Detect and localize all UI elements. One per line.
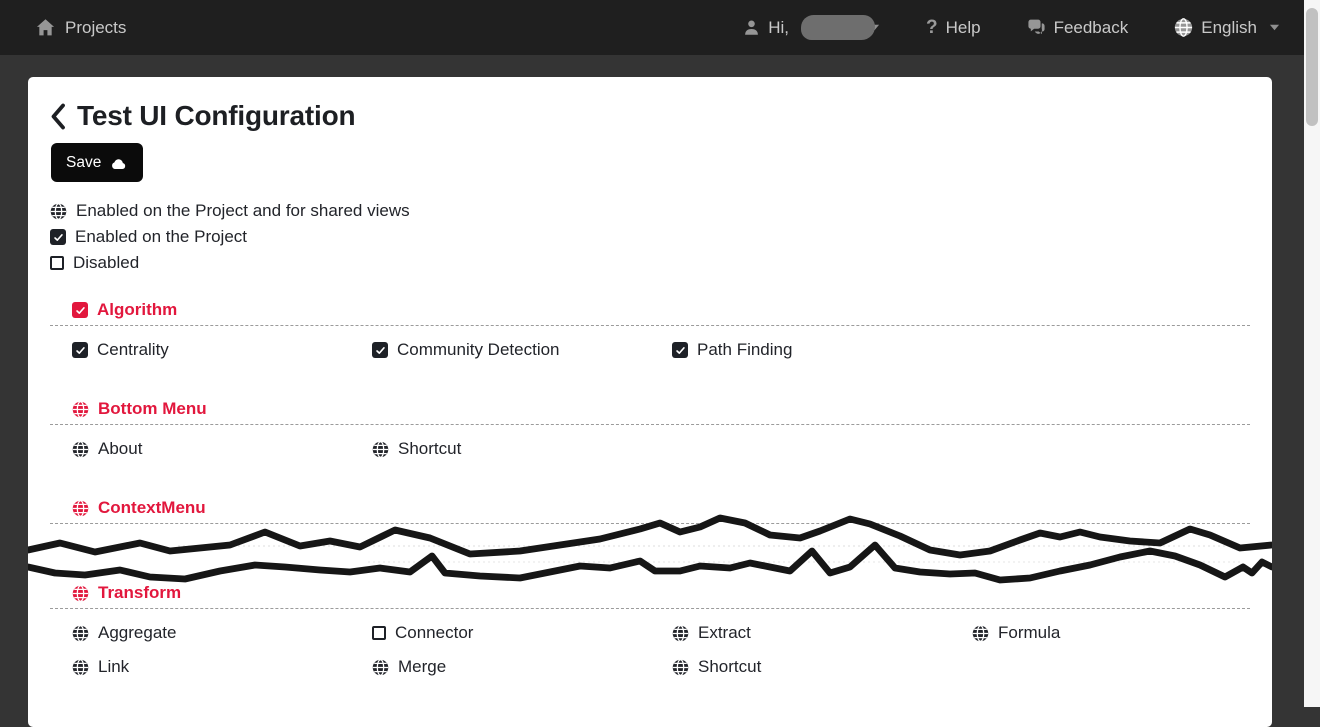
- nav-language-select[interactable]: English: [1174, 18, 1280, 38]
- checkbox-checked-icon: [372, 342, 388, 358]
- globe-icon: [72, 585, 89, 602]
- globe-icon: [1174, 18, 1193, 37]
- page-title: Test UI Configuration: [77, 100, 356, 131]
- cloud-icon: [110, 156, 128, 170]
- globe-icon: [72, 401, 89, 418]
- legend-label: Enabled on the Project: [75, 227, 248, 246]
- home-icon: [36, 18, 55, 37]
- checkbox-empty-icon: [50, 256, 64, 270]
- redacted-username: [800, 15, 875, 40]
- legend-item-shared: Enabled on the Project and for shared vi…: [50, 198, 1272, 224]
- item-link[interactable]: Link: [72, 650, 372, 684]
- item-label: Aggregate: [98, 623, 177, 642]
- section-header-context-menu[interactable]: ContextMenu: [72, 496, 1272, 520]
- globe-icon: [672, 625, 689, 642]
- nav-greeting-label: Hi,: [768, 17, 789, 37]
- page-header: Test UI Configuration: [50, 98, 1272, 134]
- item-label: Path Finding: [697, 340, 793, 359]
- nav-help[interactable]: ? Help: [926, 18, 981, 38]
- item-shortcut[interactable]: Shortcut: [372, 432, 672, 466]
- checkbox-checked-icon: [50, 229, 66, 245]
- item-label: Formula: [998, 623, 1061, 642]
- item-formula[interactable]: Formula: [972, 616, 1272, 650]
- globe-icon: [372, 441, 389, 458]
- vertical-scrollbar[interactable]: [1304, 0, 1320, 707]
- question-icon: ?: [925, 17, 938, 38]
- globe-icon: [50, 203, 67, 220]
- checkbox-checked-icon: [72, 342, 88, 358]
- item-centrality[interactable]: Centrality: [72, 333, 372, 367]
- section-bottom-menu: Bottom Menu About Shortcut: [28, 397, 1272, 466]
- user-icon: [743, 19, 760, 36]
- torn-screenshot-edge: [28, 514, 1272, 584]
- section-transform: Transform Aggregate Connector Extract: [28, 581, 1272, 684]
- item-label: Shortcut: [698, 657, 762, 676]
- nav-projects[interactable]: Projects: [36, 18, 126, 38]
- legend-label: Enabled on the Project and for shared vi…: [76, 201, 410, 220]
- checkbox-checked-icon: [72, 302, 88, 318]
- item-community-detection[interactable]: Community Detection: [372, 333, 672, 367]
- top-navbar: Projects Hi, ? Help Feedback English: [0, 0, 1320, 55]
- save-button-label: Save: [66, 153, 102, 171]
- comments-icon: [1027, 18, 1046, 37]
- item-path-finding[interactable]: Path Finding: [672, 333, 972, 367]
- nav-help-label: Help: [945, 17, 981, 37]
- item-label: Connector: [395, 623, 474, 642]
- item-label: Shortcut: [398, 439, 462, 458]
- nav-language-label: English: [1201, 17, 1257, 37]
- item-extract[interactable]: Extract: [672, 616, 972, 650]
- item-about[interactable]: About: [72, 432, 372, 466]
- nav-projects-label: Projects: [65, 17, 127, 37]
- globe-icon: [72, 625, 89, 642]
- item-shortcut-transform[interactable]: Shortcut: [672, 650, 972, 684]
- section-divider: [50, 608, 1250, 609]
- save-button[interactable]: Save: [51, 143, 144, 182]
- item-label: Centrality: [97, 340, 169, 359]
- item-merge[interactable]: Merge: [372, 650, 672, 684]
- nav-user-menu[interactable]: Hi,: [743, 15, 880, 40]
- caret-down-icon: [1269, 23, 1280, 32]
- checkbox-checked-icon: [672, 342, 688, 358]
- section-divider: [50, 424, 1250, 425]
- section-header-algorithm[interactable]: Algorithm: [72, 298, 1272, 322]
- item-connector[interactable]: Connector: [372, 616, 672, 650]
- section-header-bottom-menu[interactable]: Bottom Menu: [72, 397, 1272, 421]
- globe-icon: [372, 659, 389, 676]
- section-algorithm: Algorithm Centrality Community Detection…: [28, 298, 1272, 367]
- scrollbar-thumb[interactable]: [1306, 8, 1318, 126]
- globe-icon: [72, 659, 89, 676]
- globe-icon: [672, 659, 689, 676]
- tear-squiggle: [28, 514, 1272, 584]
- globe-icon: [72, 441, 89, 458]
- item-label: Merge: [398, 657, 447, 676]
- section-divider: [50, 325, 1250, 326]
- nav-feedback[interactable]: Feedback: [1027, 17, 1129, 38]
- item-label: Community Detection: [397, 340, 560, 359]
- item-label: About: [98, 439, 143, 458]
- nav-feedback-label: Feedback: [1053, 17, 1129, 37]
- section-header-transform[interactable]: Transform: [72, 581, 1272, 605]
- chevron-left-icon[interactable]: [50, 103, 66, 130]
- globe-icon: [972, 625, 989, 642]
- legend-label: Disabled: [73, 253, 140, 272]
- section-title: ContextMenu: [98, 498, 206, 517]
- item-label: Link: [98, 657, 130, 676]
- section-title: Algorithm: [97, 300, 178, 319]
- config-card: Test UI Configuration Save Enabled on th…: [28, 77, 1272, 727]
- checkbox-empty-icon: [372, 626, 386, 640]
- legend-item-disabled: Disabled: [50, 250, 1272, 276]
- status-legend: Enabled on the Project and for shared vi…: [50, 198, 1272, 276]
- item-label: Extract: [698, 623, 751, 642]
- section-title: Transform: [98, 583, 182, 602]
- section-title: Bottom Menu: [98, 399, 207, 418]
- legend-item-project: Enabled on the Project: [50, 224, 1272, 250]
- item-aggregate[interactable]: Aggregate: [72, 616, 372, 650]
